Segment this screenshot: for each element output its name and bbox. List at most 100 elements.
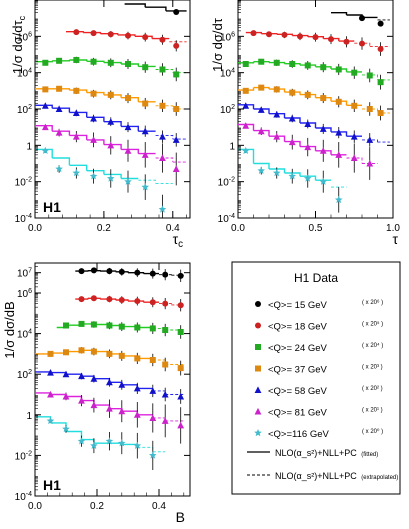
data-point — [55, 164, 63, 173]
data-point — [351, 69, 358, 76]
data-point — [62, 392, 70, 400]
data-point — [90, 90, 97, 97]
data-point — [304, 120, 312, 127]
data-point — [134, 324, 141, 331]
data-point — [78, 296, 85, 303]
data-point — [106, 296, 113, 303]
data-point — [118, 381, 126, 388]
data-point — [78, 320, 85, 327]
data-point — [149, 357, 156, 364]
y-tick-label-base: 10 — [218, 178, 230, 189]
y-tick-label-base: 10 — [220, 105, 232, 116]
y-axis-label: 1/σ dσ/dτ — [210, 17, 225, 72]
data-point — [63, 349, 69, 356]
y-tick-label: 106 — [220, 31, 235, 43]
legend-marker — [255, 344, 261, 350]
data-point — [63, 322, 69, 329]
data-point — [106, 322, 113, 329]
y-tick-label-exp: 4 — [28, 329, 32, 336]
data-point — [162, 361, 169, 368]
data-point — [177, 328, 184, 335]
data-point — [72, 169, 81, 177]
data-point — [124, 147, 132, 154]
legend-fit-line-text: NLO(α_s²)+NLL+PC — [275, 448, 357, 458]
data-point — [90, 295, 97, 302]
x-tick-label: 0.4 — [166, 223, 180, 234]
y-tick-label-base: 10 — [17, 370, 29, 381]
y-tick-label: 104 — [17, 329, 32, 341]
legend-label: <Q>= 15 GeV — [268, 300, 328, 311]
data-point — [250, 30, 257, 37]
data-point — [141, 183, 150, 191]
y-tick-label: 102 — [17, 369, 32, 381]
data-point — [303, 174, 312, 182]
data-point — [359, 40, 365, 47]
legend-scale: ( x 20⁶ ) — [362, 299, 383, 306]
legend-label: <Q>= 81 GeV — [268, 408, 328, 419]
fit-line — [75, 270, 159, 275]
data-point — [162, 300, 169, 307]
y-tick-label-base: 10 — [17, 289, 29, 300]
data-point — [159, 36, 166, 43]
data-point — [55, 105, 63, 112]
y-tick-label-exp: 2 — [28, 104, 32, 111]
fit-line — [35, 148, 139, 180]
y-tick-label-base: 10 — [15, 214, 27, 225]
y-tick-label: 106 — [17, 288, 32, 300]
data-point — [118, 352, 125, 359]
legend-scale: ( x 20³ ) — [362, 365, 383, 371]
y-tick-label-exp: 4 — [231, 68, 235, 75]
x-tick-label: 0.0 — [28, 501, 42, 512]
data-point — [90, 348, 97, 355]
data-point — [350, 133, 358, 140]
data-point — [242, 102, 250, 109]
data-point — [161, 417, 169, 424]
legend-extrap-line-text: NLO(α_s²)+NLL+PC — [275, 471, 357, 481]
data-point — [273, 110, 281, 118]
data-point — [118, 439, 126, 447]
data-point — [107, 118, 115, 125]
fit-line — [35, 59, 156, 68]
legend-marker — [254, 429, 262, 437]
data-point — [377, 110, 384, 117]
x-tick-label: 0.2 — [90, 501, 104, 512]
legend-label: <Q>=116 GeV — [268, 429, 329, 440]
legend-title: H1 Data — [294, 271, 338, 285]
data-point — [107, 59, 114, 66]
y-tick-label-exp: 6 — [28, 288, 32, 295]
data-point — [90, 401, 98, 409]
x-axis-label-sub: c — [178, 239, 183, 250]
y-tick-label-base: 10 — [15, 178, 27, 189]
data-point — [366, 106, 373, 112]
corner-label: H1 — [43, 477, 61, 493]
data-point — [242, 122, 250, 129]
legend-marker — [255, 301, 261, 307]
x-axis-label: τ — [392, 231, 398, 247]
data-point — [335, 66, 342, 73]
legend-fit-line-note: (fitted) — [361, 452, 378, 458]
data-point — [142, 100, 149, 107]
data-point — [134, 269, 141, 276]
legend-label: <Q>= 24 GeV — [268, 343, 328, 354]
data-point — [350, 154, 358, 162]
plot-frame — [34, 262, 191, 497]
data-point — [177, 421, 185, 429]
legend-label: <Q>= 37 GeV — [268, 365, 328, 376]
data-point — [73, 87, 80, 94]
data-point — [319, 147, 327, 154]
data-point — [46, 416, 55, 425]
data-point — [304, 143, 312, 151]
data-point — [173, 106, 180, 112]
data-point — [73, 29, 80, 36]
y-tick-label-base: 10 — [218, 214, 230, 225]
legend-marker — [254, 407, 262, 415]
data-point — [158, 205, 167, 213]
fit-line — [35, 104, 156, 132]
data-point — [78, 372, 85, 380]
data-point — [89, 172, 98, 180]
y-axis-label: 1/σ dσ/dB — [2, 301, 17, 358]
legend-frame — [231, 261, 401, 495]
y-tick-label-base: 10 — [17, 32, 29, 43]
